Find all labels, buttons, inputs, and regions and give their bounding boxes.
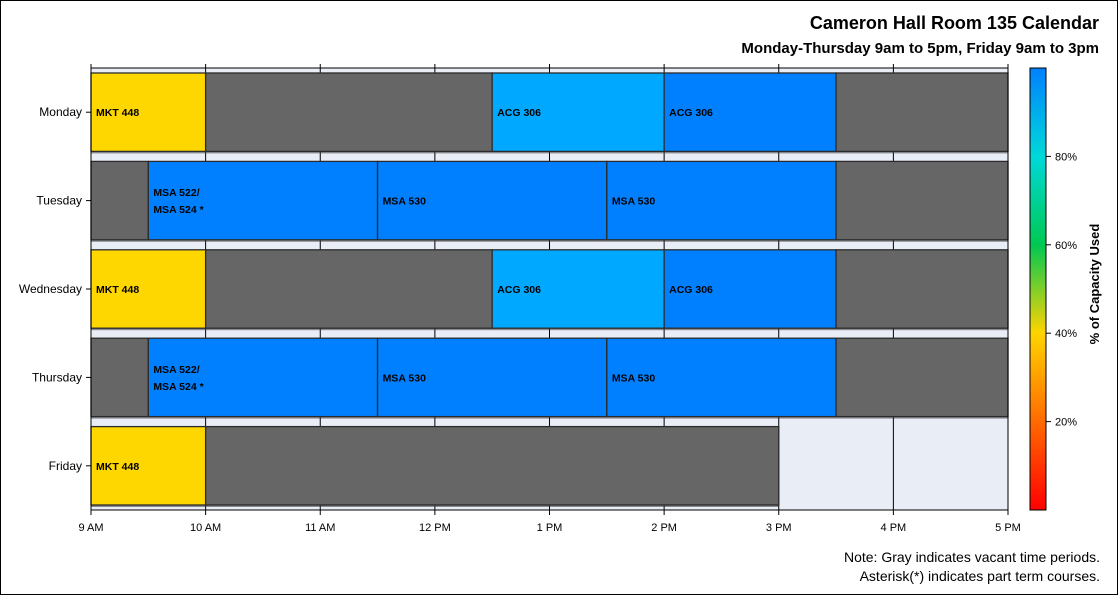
colorbar-tick-label: 20% [1055, 417, 1077, 429]
course-bar [663, 72, 837, 153]
colorbar-rect [1029, 67, 1047, 511]
note-vacant: Note: Gray indicates vacant time periods… [843, 549, 1100, 565]
bar-label: ACG 306 [669, 107, 713, 119]
bar-label: MSA 522/ [153, 364, 199, 376]
course-bar [606, 337, 837, 418]
vacant-bar [90, 337, 149, 418]
vacant-bar [835, 160, 1009, 241]
bar-label: ACG 306 [497, 284, 541, 296]
capacity-colorbar: 20% 40% 60% 80% % of Capacity Used [1029, 67, 1102, 511]
bar-label: MSA 524 * [153, 204, 204, 216]
plot-area: MKT 448 ACG 306 ACG 306 MSA 522/MSA 524 * MS… [19, 64, 1021, 534]
bar-label: ACG 306 [669, 284, 713, 296]
course-bar [491, 72, 665, 153]
y-tick-label: Tuesday [36, 194, 82, 208]
y-tick-label: Friday [49, 459, 82, 473]
bar-label: MSA 530 [383, 372, 427, 384]
vacant-bar [835, 72, 1009, 153]
bar-label: MKT 448 [96, 461, 139, 473]
x-tick-label: 12 PM [419, 522, 451, 534]
bar-label: MSA 522/ [153, 187, 199, 199]
bar-label: MSA 530 [612, 372, 656, 384]
vacant-bar [204, 72, 493, 153]
y-tick-label: Thursday [32, 370, 82, 384]
bar-label: MKT 448 [96, 284, 139, 296]
x-tick-label: 10 AM [190, 522, 221, 534]
vacant-bar [204, 249, 493, 329]
course-bar [147, 160, 379, 241]
vacant-bar [835, 249, 1009, 329]
chart-title: Cameron Hall Room 135 Calendar [809, 13, 1099, 33]
note-asterisk: Asterisk(*) indicates part term courses. [859, 568, 1100, 584]
bar-label: ACG 306 [497, 107, 541, 119]
x-tick-label: 9 AM [78, 522, 103, 534]
x-tick-label: 1 PM [537, 522, 563, 534]
course-bar [376, 337, 608, 418]
course-bar [376, 160, 608, 241]
x-tick-label: 4 PM [881, 522, 907, 534]
x-tick-label: 2 PM [651, 522, 677, 534]
colorbar-label: % of Capacity Used [1087, 224, 1102, 345]
vacant-bar [204, 425, 780, 506]
chart-subtitle: Monday-Thursday 9am to 5pm, Friday 9am t… [741, 40, 1099, 57]
vacant-bar [835, 337, 1009, 418]
y-tick-label: Monday [39, 105, 82, 119]
bar-label: MKT 448 [96, 107, 139, 119]
course-bar [663, 249, 837, 329]
course-bar [90, 425, 207, 506]
bar-label: MSA 530 [383, 196, 427, 208]
y-tick-label: Wednesday [19, 282, 82, 296]
colorbar-tick-label: 80% [1055, 151, 1077, 163]
course-bar [606, 160, 837, 241]
x-tick-label: 3 PM [766, 522, 792, 534]
bar-label: MSA 524 * [153, 381, 204, 393]
x-tick-label: 5 PM [995, 522, 1021, 534]
bar-label: MSA 530 [612, 196, 656, 208]
course-bar [90, 249, 207, 329]
course-bar [147, 337, 379, 418]
colorbar-tick-label: 40% [1055, 328, 1077, 340]
colorbar-tick-label: 60% [1055, 240, 1077, 252]
x-tick-label: 11 AM [305, 522, 335, 534]
course-bar [491, 249, 665, 329]
vacant-bar [90, 160, 149, 241]
